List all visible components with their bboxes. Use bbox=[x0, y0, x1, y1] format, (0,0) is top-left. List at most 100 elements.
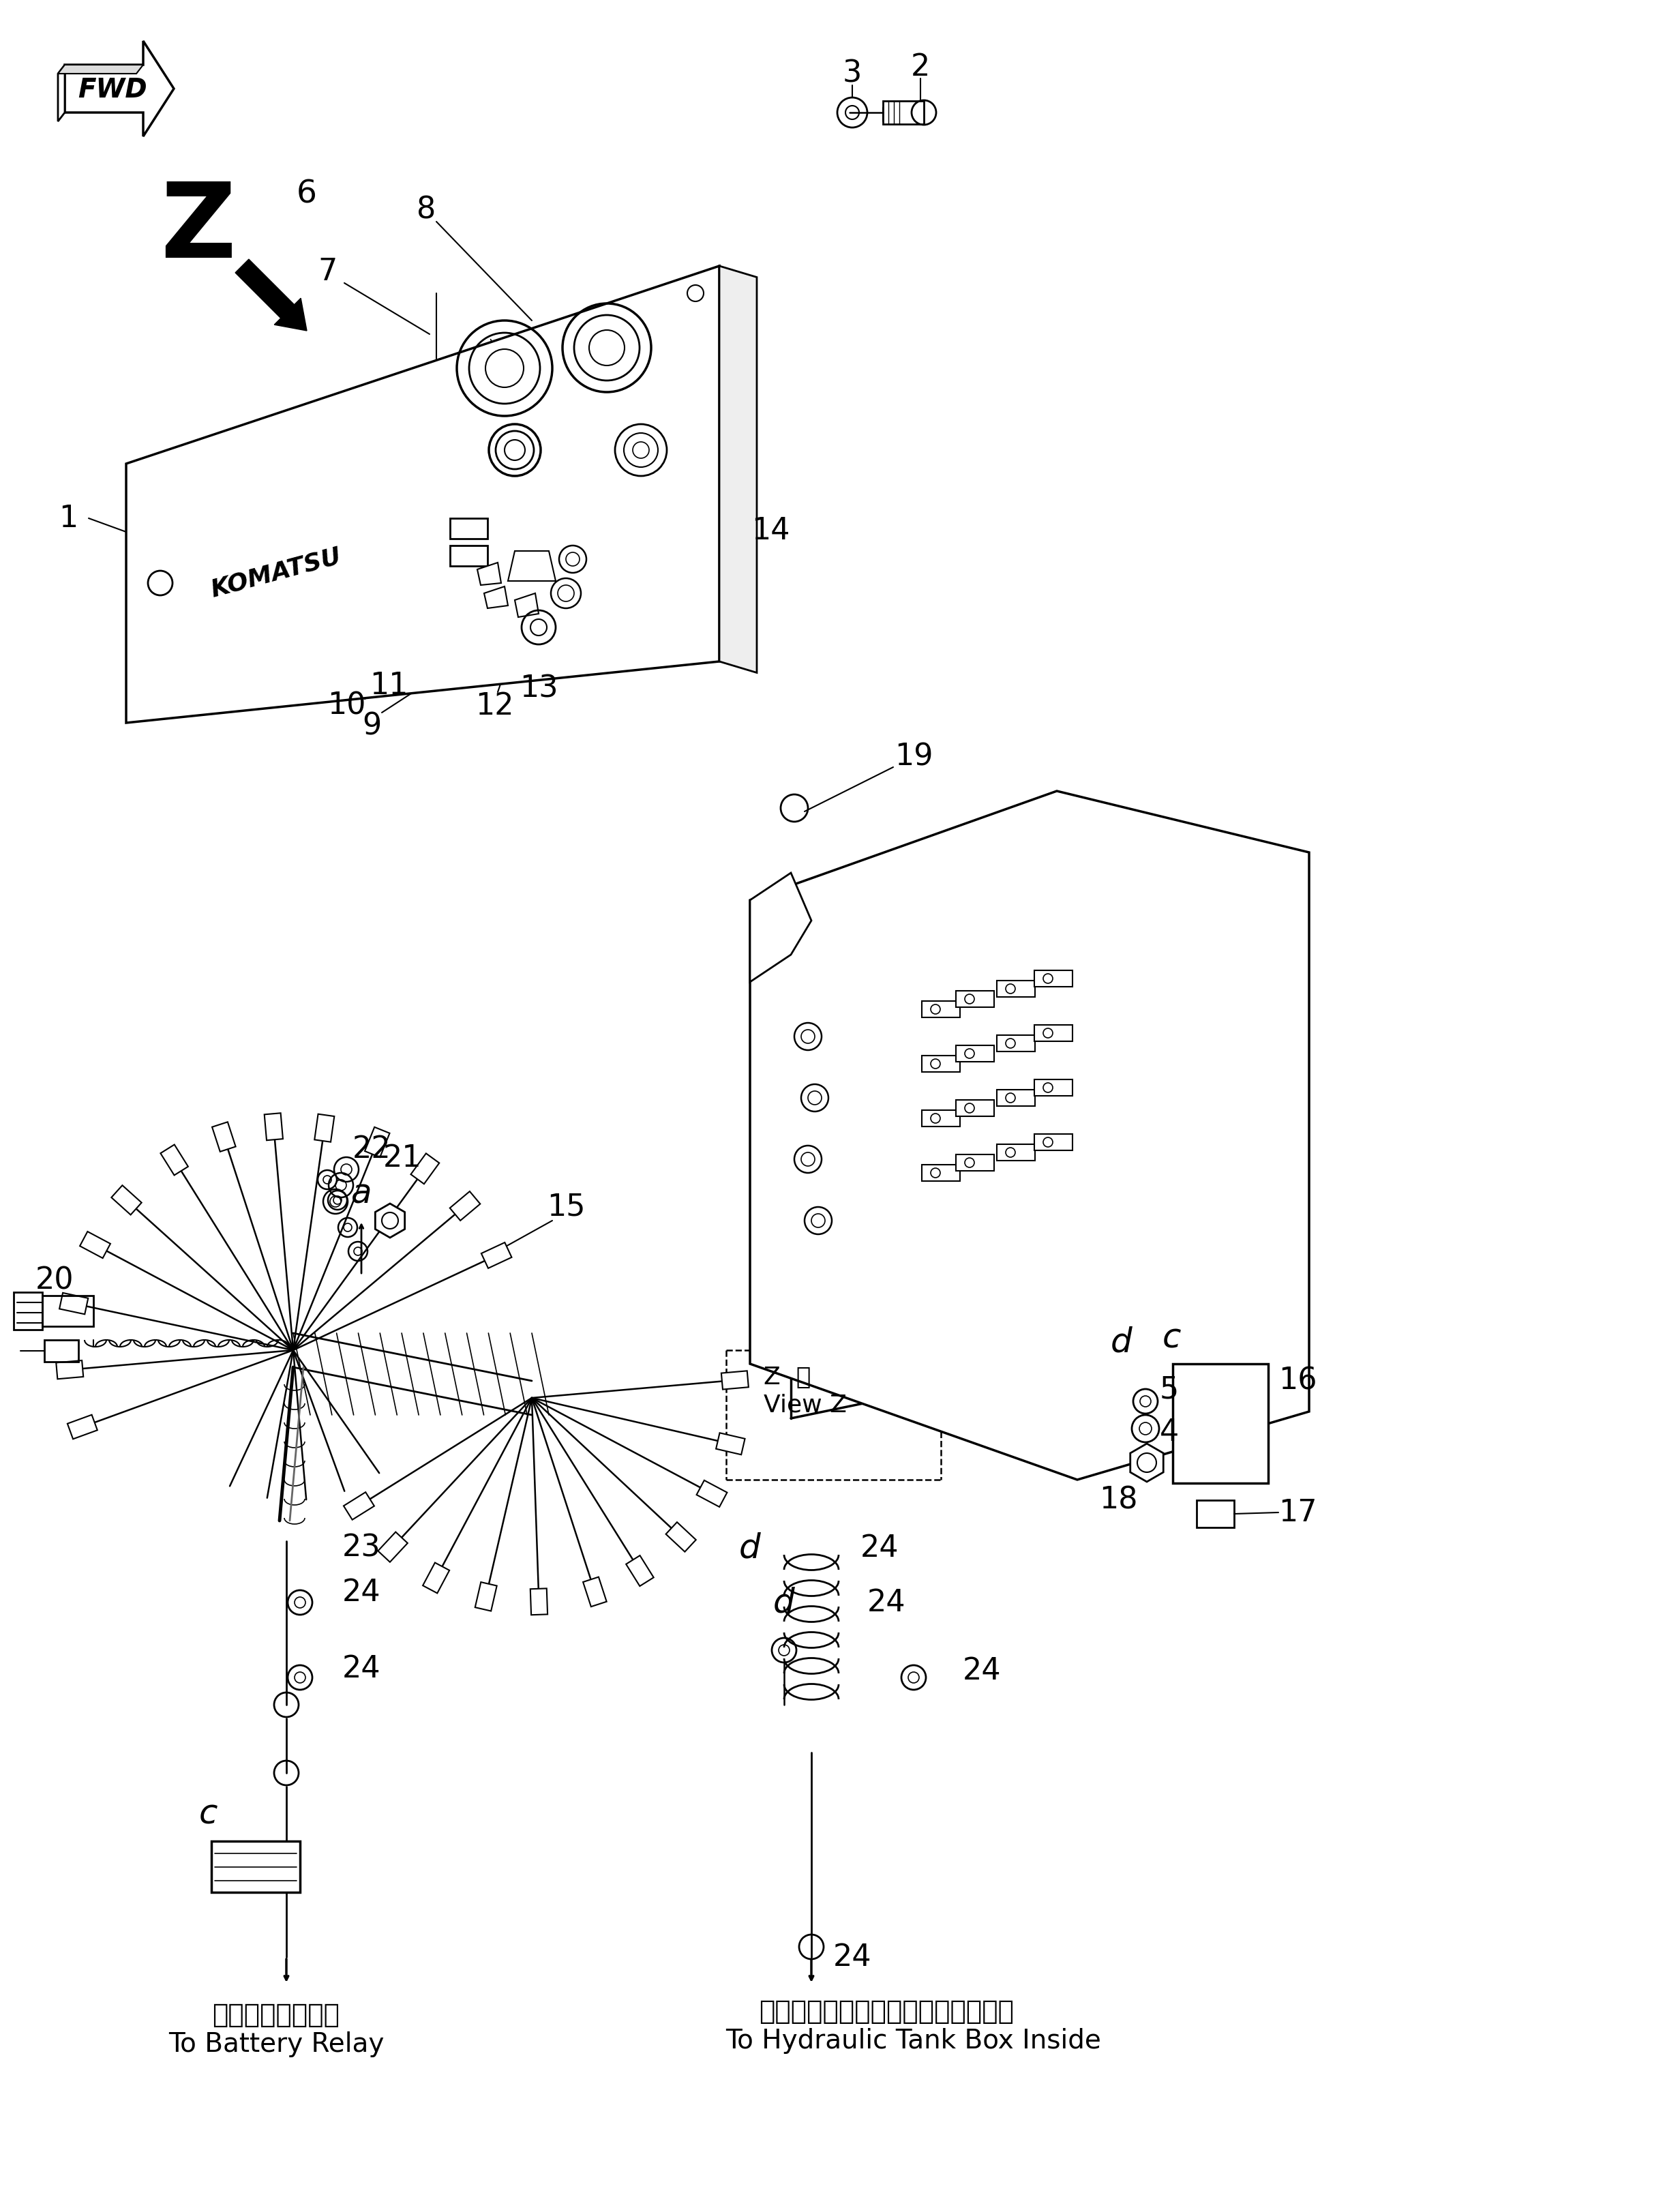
Polygon shape bbox=[264, 1113, 282, 1139]
Text: 5: 5 bbox=[1159, 1376, 1179, 1404]
Text: d: d bbox=[739, 1532, 761, 1563]
Bar bbox=[922, 1055, 959, 1071]
Bar bbox=[450, 545, 487, 565]
Bar bbox=[1196, 1499, 1235, 1528]
FancyArrow shape bbox=[235, 258, 307, 331]
Bar bbox=[996, 1144, 1035, 1161]
Bar bbox=[956, 991, 995, 1007]
Bar bbox=[1035, 1135, 1072, 1150]
Text: 14: 14 bbox=[751, 517, 790, 545]
Text: Z: Z bbox=[160, 177, 235, 278]
Polygon shape bbox=[477, 563, 501, 585]
Text: 24: 24 bbox=[343, 1577, 381, 1607]
Polygon shape bbox=[583, 1577, 606, 1607]
Text: 1: 1 bbox=[59, 503, 77, 532]
Polygon shape bbox=[1131, 1444, 1163, 1482]
Polygon shape bbox=[67, 1415, 97, 1440]
Text: 20: 20 bbox=[35, 1265, 74, 1296]
Text: 24: 24 bbox=[343, 1654, 381, 1682]
Bar bbox=[1035, 969, 1072, 987]
Polygon shape bbox=[423, 1563, 450, 1594]
Text: 17: 17 bbox=[1278, 1497, 1317, 1528]
Text: d: d bbox=[1110, 1325, 1132, 1358]
Text: a: a bbox=[351, 1177, 371, 1210]
Polygon shape bbox=[627, 1554, 654, 1585]
Text: 15: 15 bbox=[546, 1192, 585, 1221]
Text: FWD: FWD bbox=[77, 77, 148, 104]
Polygon shape bbox=[514, 594, 539, 616]
Text: 18: 18 bbox=[1099, 1486, 1137, 1515]
Text: 24: 24 bbox=[963, 1656, 1001, 1685]
Polygon shape bbox=[161, 1144, 188, 1175]
Polygon shape bbox=[212, 1122, 235, 1153]
Bar bbox=[13, 1292, 42, 1329]
Text: 9: 9 bbox=[361, 711, 381, 742]
Text: 23: 23 bbox=[343, 1532, 381, 1563]
Polygon shape bbox=[412, 1153, 438, 1183]
Bar bbox=[996, 980, 1035, 998]
Text: d: d bbox=[773, 1585, 795, 1618]
Text: c: c bbox=[1163, 1323, 1181, 1354]
Text: 12: 12 bbox=[475, 691, 514, 720]
Text: c: c bbox=[198, 1797, 217, 1830]
Polygon shape bbox=[475, 1583, 497, 1612]
Polygon shape bbox=[365, 1126, 390, 1157]
Bar bbox=[956, 1100, 995, 1117]
Text: To Hydraulic Tank Box Inside: To Hydraulic Tank Box Inside bbox=[726, 2027, 1102, 2053]
Polygon shape bbox=[531, 1588, 548, 1614]
Text: KOMATSU: KOMATSU bbox=[208, 543, 344, 601]
Polygon shape bbox=[749, 790, 1309, 1479]
Text: 3: 3 bbox=[843, 60, 862, 88]
Text: 6: 6 bbox=[297, 179, 318, 210]
Bar bbox=[450, 519, 487, 539]
Bar bbox=[922, 1111, 959, 1126]
Bar bbox=[956, 1155, 995, 1170]
Polygon shape bbox=[721, 1371, 749, 1389]
Text: 11: 11 bbox=[370, 671, 408, 700]
Polygon shape bbox=[126, 265, 719, 722]
Text: 7: 7 bbox=[318, 256, 338, 287]
Polygon shape bbox=[66, 42, 173, 137]
Polygon shape bbox=[57, 64, 143, 73]
Text: 4: 4 bbox=[1159, 1418, 1179, 1446]
Text: 24: 24 bbox=[833, 1943, 872, 1972]
Polygon shape bbox=[749, 872, 811, 983]
Text: 16: 16 bbox=[1278, 1367, 1317, 1395]
Polygon shape bbox=[375, 1203, 405, 1239]
Text: 19: 19 bbox=[894, 742, 932, 771]
Polygon shape bbox=[507, 552, 556, 581]
Polygon shape bbox=[480, 1243, 512, 1267]
Polygon shape bbox=[57, 64, 66, 121]
Polygon shape bbox=[716, 1433, 744, 1455]
Text: Z  視: Z 視 bbox=[764, 1367, 811, 1389]
Text: 22: 22 bbox=[353, 1135, 391, 1164]
Text: 2: 2 bbox=[911, 53, 931, 82]
Bar bbox=[996, 1091, 1035, 1106]
Polygon shape bbox=[697, 1479, 727, 1506]
Text: ハイドロリックタンクボックス内へ: ハイドロリックタンクボックス内へ bbox=[759, 1998, 1013, 2025]
Text: 10: 10 bbox=[328, 691, 366, 720]
Polygon shape bbox=[344, 1493, 375, 1519]
Polygon shape bbox=[719, 265, 756, 673]
Polygon shape bbox=[81, 1232, 111, 1259]
Text: バッテリリレーへ: バッテリリレーへ bbox=[212, 2003, 339, 2027]
Text: 21: 21 bbox=[383, 1144, 422, 1172]
Bar bbox=[1035, 1025, 1072, 1042]
Bar bbox=[44, 1340, 79, 1362]
Bar bbox=[212, 1841, 301, 1892]
Text: 13: 13 bbox=[519, 673, 558, 704]
Polygon shape bbox=[378, 1532, 408, 1561]
Text: To Battery Relay: To Battery Relay bbox=[168, 2031, 385, 2058]
Text: 8: 8 bbox=[417, 194, 435, 225]
Polygon shape bbox=[484, 587, 507, 607]
Polygon shape bbox=[314, 1115, 334, 1142]
Bar bbox=[1035, 1080, 1072, 1095]
Bar bbox=[42, 1296, 94, 1327]
Polygon shape bbox=[665, 1521, 696, 1552]
Text: 24: 24 bbox=[867, 1588, 906, 1616]
Polygon shape bbox=[55, 1360, 84, 1380]
Polygon shape bbox=[111, 1186, 141, 1214]
Polygon shape bbox=[59, 1294, 87, 1314]
Bar bbox=[1173, 1365, 1268, 1484]
Bar bbox=[956, 1044, 995, 1062]
